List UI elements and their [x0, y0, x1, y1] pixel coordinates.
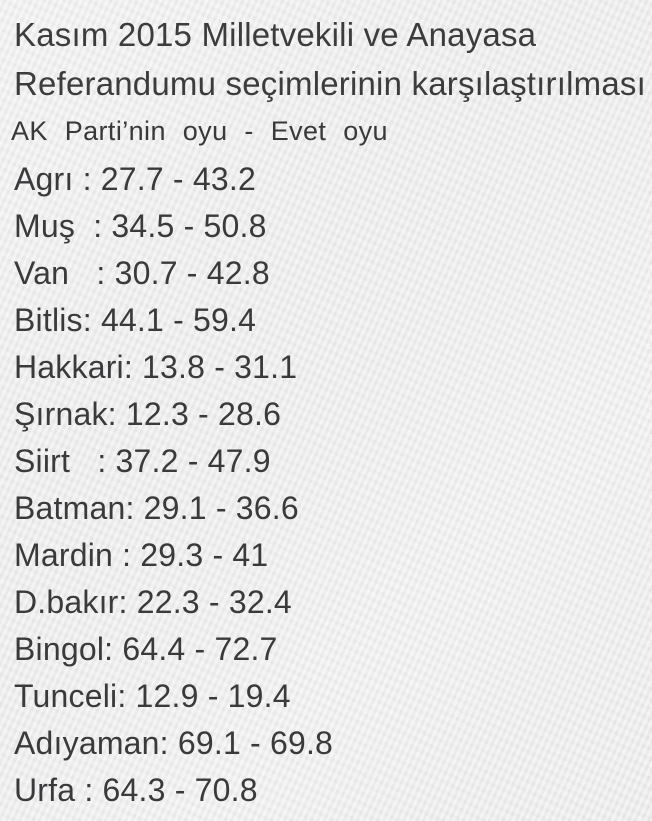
province-row: Mardin : 29.3 - 41 — [14, 532, 642, 579]
province-list: Agrı : 27.7 - 43.2 Muş : 34.5 - 50.8 Van :… — [14, 156, 642, 814]
province-row-text: Bitlis: 44.1 - 59.4 — [14, 302, 257, 338]
province-row: Şırnak: 12.3 - 28.6 — [14, 391, 642, 438]
province-row: D.bakır: 22.3 - 32.4 — [14, 579, 642, 626]
province-row-text: Adıyaman: 69.1 - 69.8 — [14, 725, 334, 761]
province-row: Batman: 29.1 - 36.6 — [14, 485, 642, 532]
province-row: Muş : 34.5 - 50.8 — [14, 203, 642, 250]
province-row: Bitlis: 44.1 - 59.4 — [14, 297, 642, 344]
province-row: Agrı : 27.7 - 43.2 — [14, 156, 642, 203]
province-row: Adıyaman: 69.1 - 69.8 — [14, 720, 642, 767]
province-row-text: Tunceli: 12.9 - 19.4 — [14, 678, 291, 714]
province-row-text: Batman: 29.1 - 36.6 — [14, 490, 299, 526]
province-row-text: Siirt : 37.2 - 47.9 — [14, 443, 271, 479]
province-row-text: Mardin : 29.3 - 41 — [14, 537, 269, 573]
province-row-text: Agrı : 27.7 - 43.2 — [14, 161, 256, 197]
province-row: Tunceli: 12.9 - 19.4 — [14, 673, 642, 720]
title-line-1: Kasım 2015 Milletvekili ve Anayasa — [14, 16, 537, 53]
province-row: Hakkari: 13.8 - 31.1 — [14, 344, 642, 391]
page-title: Kasım 2015 Milletvekili ve Anayasa Refer… — [14, 10, 646, 108]
province-row-text: Urfa : 64.3 - 70.8 — [14, 772, 258, 808]
province-row-text: Muş : 34.5 - 50.8 — [14, 208, 267, 244]
province-row-text: Van : 30.7 - 42.8 — [14, 255, 270, 291]
province-row-text: Şırnak: 12.3 - 28.6 — [14, 396, 282, 432]
province-row: Van : 30.7 - 42.8 — [14, 250, 642, 297]
province-row: Urfa : 64.3 - 70.8 — [14, 767, 642, 814]
province-row-text: D.bakır: 22.3 - 32.4 — [14, 584, 292, 620]
province-row: Bingol: 64.4 - 72.7 — [14, 626, 642, 673]
province-row-text: Hakkari: 13.8 - 31.1 — [14, 349, 298, 385]
province-row-text: Bingol: 64.4 - 72.7 — [14, 631, 278, 667]
legend-subtitle: AK Parti’nin oyu - Evet oyu — [11, 116, 388, 146]
title-line-2: Referandumu seçimlerinin karşılaştırılma… — [14, 65, 646, 102]
province-row: Siirt : 37.2 - 47.9 — [14, 438, 642, 485]
